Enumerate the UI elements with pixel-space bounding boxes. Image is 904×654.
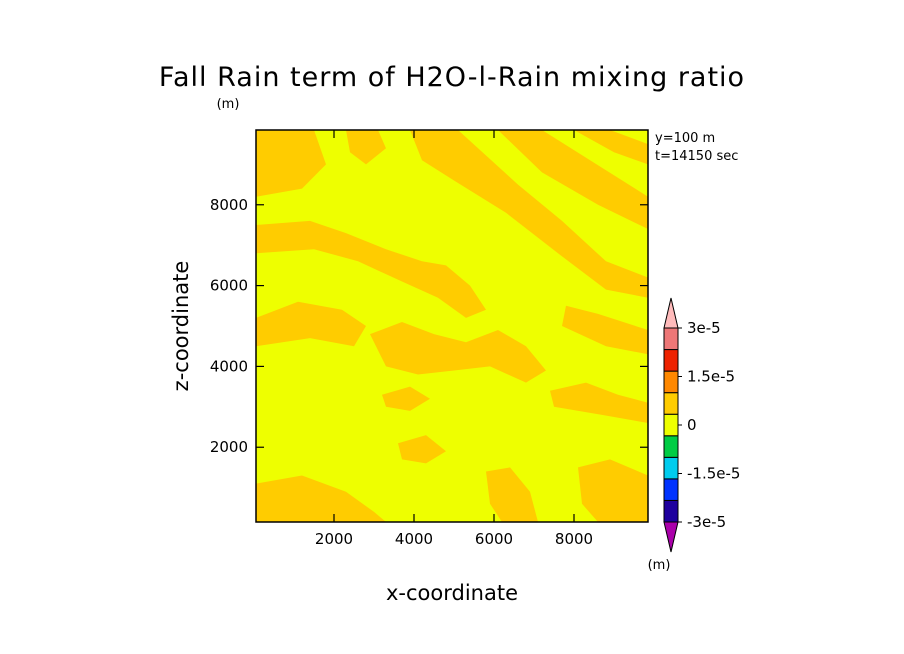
title-unit: (m): [217, 97, 240, 112]
colorbar-box-3: [663, 435, 679, 458]
contour-band-11: [398, 435, 446, 464]
y-tick-label-3: 8000: [210, 196, 248, 214]
contour-band-1: [346, 130, 386, 165]
contour-band-14: [382, 386, 430, 411]
contour-band-13: [578, 459, 648, 522]
contour-band-3: [498, 130, 648, 229]
colorbar-label-3: -1.5e-5: [687, 465, 740, 483]
contour-band-4: [574, 130, 648, 165]
colorbar-box-5: [663, 392, 679, 415]
chart-title: Fall Rain term of H2O-l-Rain mixing rati…: [159, 62, 745, 93]
contour-band-6: [256, 301, 366, 347]
x-tick-label-2: 6000: [475, 530, 513, 548]
contour-band-0: [256, 130, 326, 197]
contour-band-5: [256, 220, 486, 318]
colorbar-box-6: [663, 370, 679, 394]
colorbar-box-8: [663, 327, 679, 351]
colorbar-label-4: -3e-5: [687, 513, 726, 531]
colorbar-arrow-low: [663, 521, 679, 553]
colorbar-box-0: [663, 499, 679, 523]
colorbar-label-2: 0: [687, 416, 697, 434]
colorbar-box-1: [663, 478, 679, 501]
contour-band-2: [410, 130, 648, 298]
plot-frame: [255, 129, 649, 523]
contour-band-7: [370, 322, 546, 383]
y-ticks: 2000 4000 6000 8000: [210, 196, 648, 456]
y-tick-label-1: 4000: [210, 357, 248, 375]
colorbar-arrow-high: [663, 297, 679, 329]
colorbar: 3e-5 1.5e-5 0 -1.5e-5 -3e-5: [663, 297, 740, 553]
x-tick-label-0: 2000: [315, 530, 353, 548]
y-tick-label-0: 2000: [210, 438, 248, 456]
x-axis-title: x-coordinate: [386, 581, 518, 605]
y-tick-label-2: 6000: [210, 277, 248, 295]
contour-band-12: [486, 467, 538, 522]
x-tick-label-3: 8000: [555, 530, 593, 548]
colorbar-label-1: 1.5e-5: [687, 368, 735, 386]
annotation-y: y=100 m: [655, 131, 715, 146]
y-axis-title: z-coordinate: [169, 261, 193, 392]
x-tick-label-1: 4000: [395, 530, 433, 548]
contour-band-10: [256, 475, 386, 522]
colorbar-box-4: [663, 413, 679, 437]
contour-band-9: [550, 382, 648, 423]
colorbar-box-2: [663, 456, 679, 480]
colorbar-unit: (m): [648, 558, 671, 573]
colorbar-box-7: [663, 349, 679, 372]
contour-band-8: [562, 305, 648, 355]
annotation-t: t=14150 sec: [655, 149, 738, 164]
contour-bands: [256, 130, 648, 522]
colorbar-label-0: 3e-5: [687, 319, 721, 337]
x-ticks: 2000 4000 6000 8000: [315, 130, 593, 548]
